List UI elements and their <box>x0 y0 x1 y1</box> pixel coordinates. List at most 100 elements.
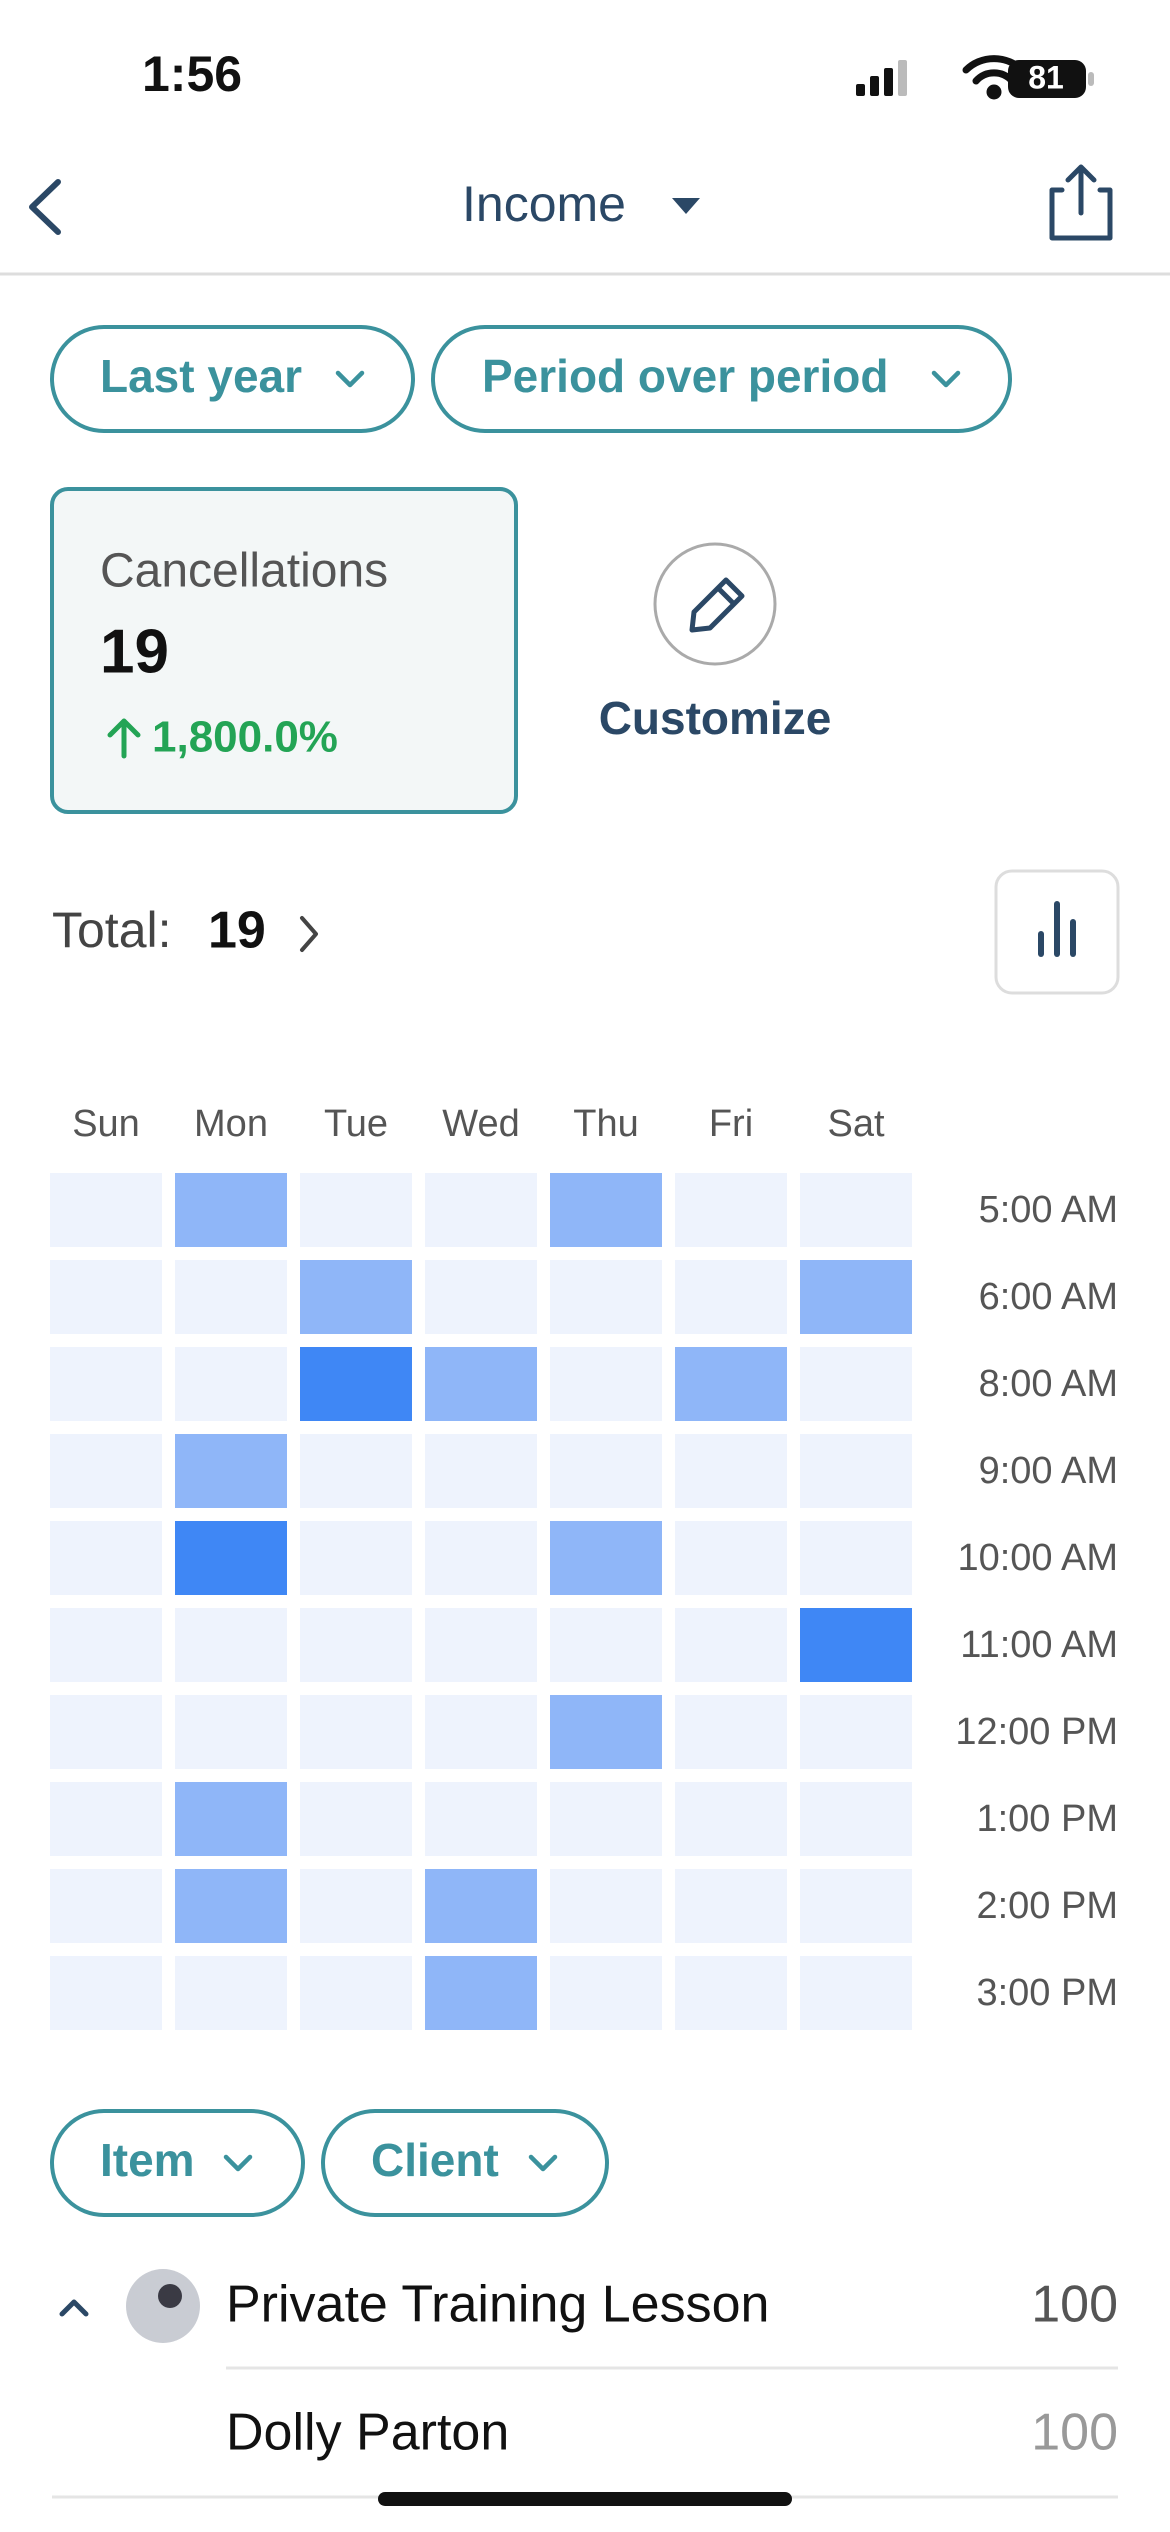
heatmap-cell <box>175 1347 287 1421</box>
heatmap-cell <box>50 1173 162 1247</box>
heatmap-cell <box>175 1434 287 1508</box>
heatmap-cell <box>675 1869 787 1943</box>
heatmap-cell <box>50 1521 162 1595</box>
time-label: 1:00 PM <box>976 1798 1118 1840</box>
heatmap-cell <box>425 1956 537 2030</box>
heatmap-cell <box>175 1869 287 1943</box>
heatmap-cell <box>175 1782 287 1856</box>
heatmap-cell <box>50 1956 162 2030</box>
total-value: 19 <box>208 902 266 960</box>
heatmap-cell <box>675 1434 787 1508</box>
heatmap-cell <box>800 1347 912 1421</box>
filter-pill[interactable] <box>431 325 1012 433</box>
heatmap-cell <box>300 1260 412 1334</box>
heatmap-cell <box>800 1695 912 1769</box>
group-pill[interactable] <box>321 2109 609 2217</box>
heatmap-cell <box>425 1869 537 1943</box>
kpi-value: 19 <box>100 617 169 686</box>
heatmap-cell <box>50 1608 162 1682</box>
heatmap-cell <box>50 1695 162 1769</box>
time-label: 2:00 PM <box>976 1885 1118 1927</box>
heatmap-cell <box>300 1347 412 1421</box>
battery-tip <box>1088 72 1094 86</box>
heatmap-cell <box>300 1608 412 1682</box>
heatmap-cell <box>50 1869 162 1943</box>
heatmap-cell <box>550 1347 662 1421</box>
home-indicator <box>378 2492 792 2506</box>
heatmap-cell <box>300 1173 412 1247</box>
heatmap-cell <box>800 1521 912 1595</box>
heatmap-cell <box>800 1869 912 1943</box>
heatmap-cell <box>675 1521 787 1595</box>
heatmap-cell <box>50 1347 162 1421</box>
heatmap-cell <box>425 1782 537 1856</box>
group-chevron <box>223 2154 253 2172</box>
heatmap-cell <box>550 1782 662 1856</box>
kpi-label: Cancellations <box>100 545 388 598</box>
group-label[interactable]: Client <box>371 2134 499 2186</box>
filter-chevron <box>931 370 961 388</box>
heatmap-cell <box>425 1434 537 1508</box>
filter-label[interactable]: Period over period <box>482 350 888 402</box>
battery-level: 81 <box>1028 59 1064 95</box>
heatmap-cell <box>800 1260 912 1334</box>
kpi-card[interactable] <box>50 487 518 814</box>
day-label: Fri <box>709 1103 753 1145</box>
collapse-toggle[interactable] <box>59 2299 89 2317</box>
time-label: 6:00 AM <box>979 1276 1118 1318</box>
group-pill[interactable] <box>50 2109 305 2217</box>
heatmap-cell <box>675 1782 787 1856</box>
heatmap-cell <box>300 1956 412 2030</box>
heatmap-cell <box>425 1521 537 1595</box>
filter-label[interactable]: Last year <box>100 350 302 402</box>
kpi-change: 1,800.0% <box>152 713 338 762</box>
time-label: 5:00 AM <box>979 1189 1118 1231</box>
heatmap-cell <box>550 1173 662 1247</box>
group-label[interactable]: Item <box>100 2134 195 2186</box>
total-label: Total: <box>52 902 172 958</box>
bar-chart-icon <box>1038 901 1076 957</box>
time-label: 3:00 PM <box>976 1972 1118 2014</box>
total-chevron[interactable] <box>300 916 318 952</box>
time-label: 11:00 AM <box>960 1624 1118 1666</box>
heatmap-cell <box>300 1869 412 1943</box>
heatmap-cell <box>550 1695 662 1769</box>
time-label: 12:00 PM <box>955 1711 1118 1753</box>
heatmap-cell <box>550 1869 662 1943</box>
title-dropdown[interactable] <box>672 198 700 214</box>
heatmap-cell <box>175 1956 287 2030</box>
time-label: 8:00 AM <box>979 1363 1118 1405</box>
time-label: 10:00 AM <box>957 1537 1118 1579</box>
heatmap-cell <box>675 1608 787 1682</box>
list-item-name[interactable]: Private Training Lesson <box>226 2276 769 2334</box>
pencil-icon <box>689 577 745 633</box>
day-label: Sat <box>827 1103 884 1145</box>
back-button[interactable] <box>29 179 61 235</box>
heatmap-cell <box>175 1260 287 1334</box>
heatmap-cell <box>675 1347 787 1421</box>
heatmap-cell <box>550 1260 662 1334</box>
list-item-name[interactable]: Dolly Parton <box>226 2404 509 2462</box>
heatmap-cell <box>300 1521 412 1595</box>
heatmap-cell <box>800 1434 912 1508</box>
heatmap-cell <box>300 1695 412 1769</box>
time-label: 9:00 AM <box>979 1450 1118 1492</box>
heatmap: Sun Mon Tue Wed Thu Fri Sat 5:00 AM 6:00 AM 8:00 … <box>50 1103 1118 2030</box>
heatmap-cell <box>800 1956 912 2030</box>
heatmap-cell <box>425 1260 537 1334</box>
heatmap-cell <box>675 1956 787 2030</box>
filter-pill[interactable] <box>50 325 415 433</box>
group-chevron <box>528 2154 558 2172</box>
battery-icon <box>1008 60 1086 98</box>
list-item-value: 100 <box>1031 2276 1118 2334</box>
customize-label[interactable]: Customize <box>599 692 832 744</box>
day-label: Wed <box>442 1103 519 1145</box>
header-title[interactable]: Income <box>462 176 626 232</box>
customize-button[interactable] <box>653 542 777 666</box>
heatmap-cell <box>800 1782 912 1856</box>
heatmap-cell <box>550 1956 662 2030</box>
day-label: Sun <box>72 1103 140 1145</box>
heatmap-cell <box>300 1434 412 1508</box>
share-button[interactable] <box>1049 164 1113 241</box>
